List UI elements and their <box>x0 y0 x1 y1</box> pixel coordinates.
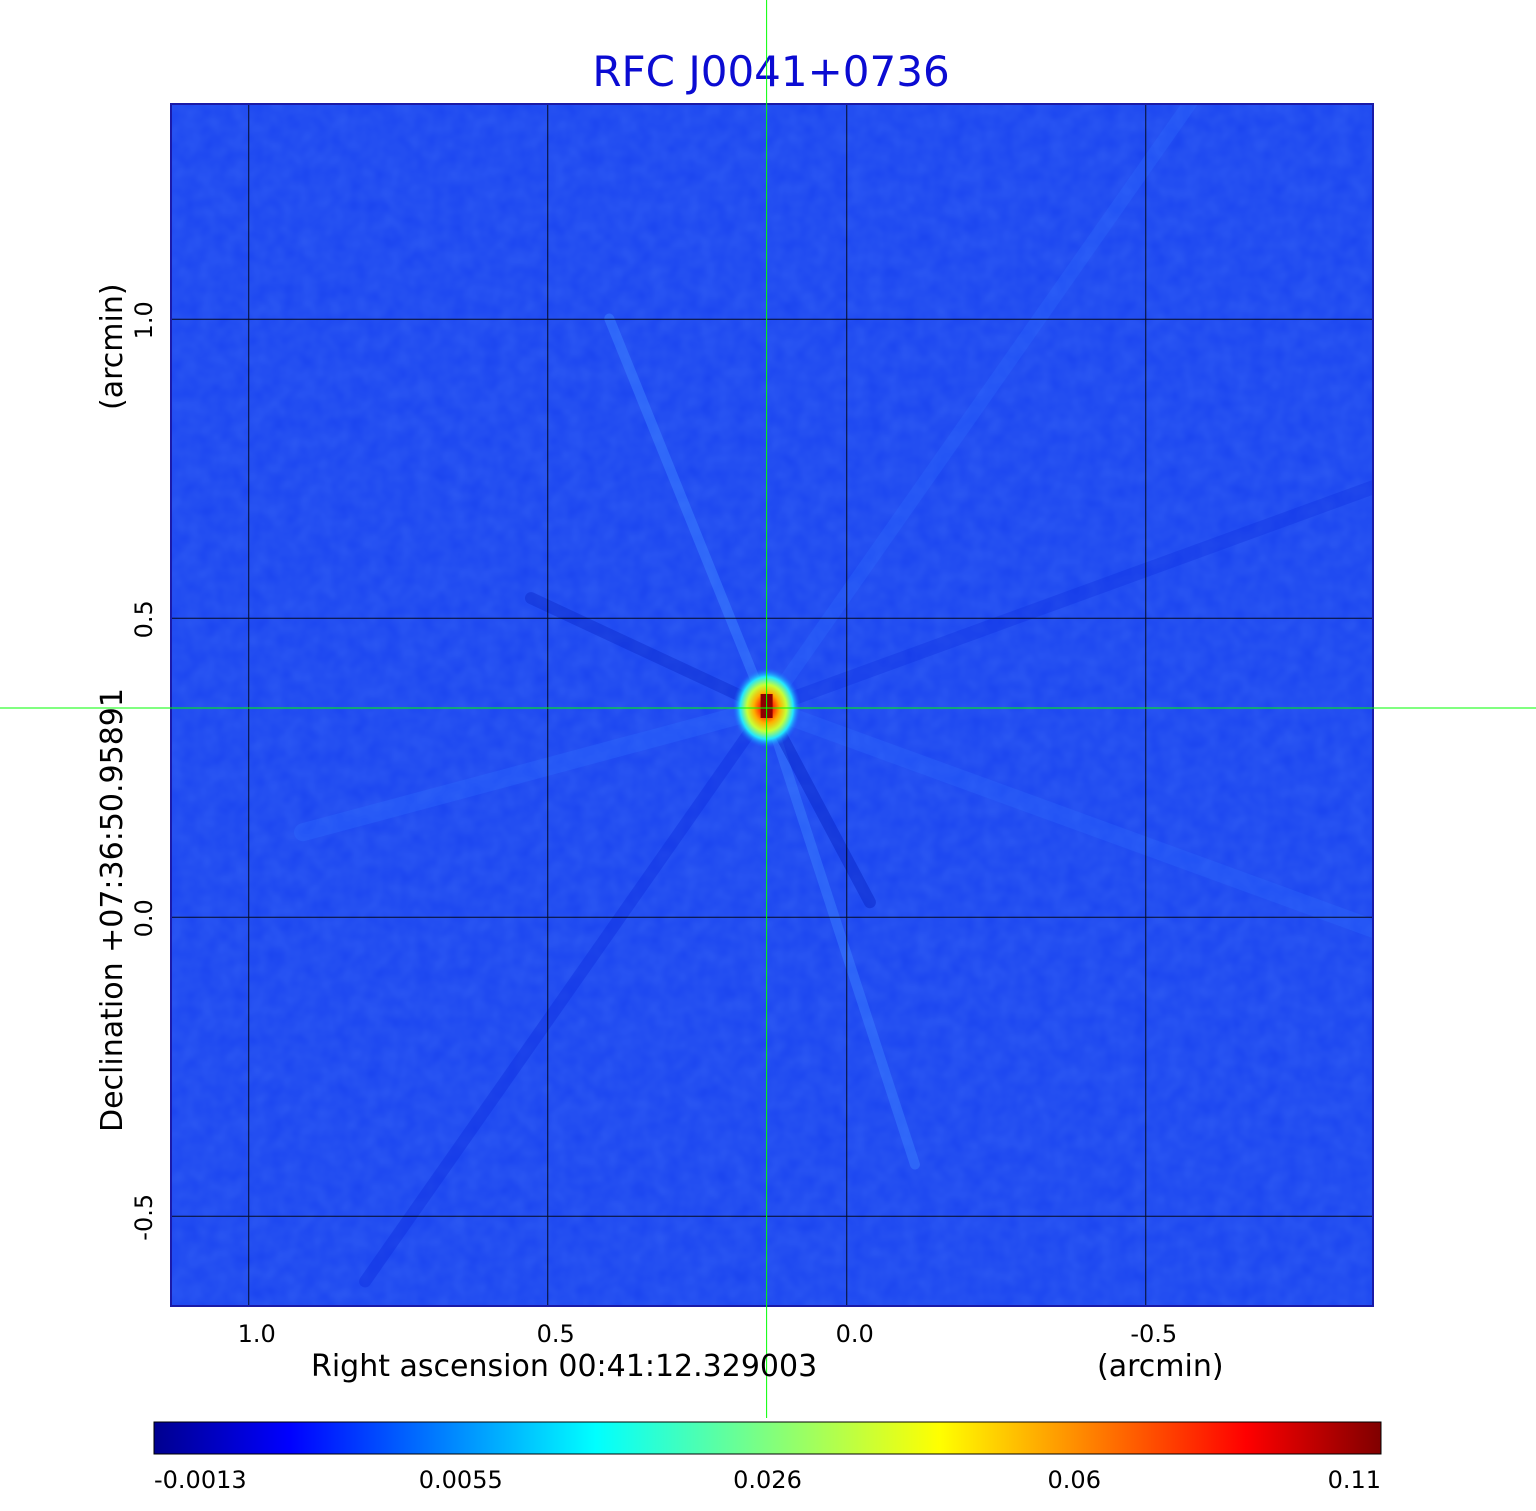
sidelobe-streak <box>759 104 1199 715</box>
y-axis-unit: (arcmin) <box>95 283 130 410</box>
x-tick-label: 0.5 <box>537 1320 575 1348</box>
sidelobe-streak <box>359 701 773 1288</box>
sidelobe-streak <box>293 698 776 842</box>
sidelobe-streaks <box>293 104 1373 1288</box>
sidelobe-streak <box>524 592 773 714</box>
sidelobe-streak <box>761 702 920 1170</box>
colorbar-tick-label: 0.06 <box>1048 1466 1101 1494</box>
colorbar-tick-labels: -0.0013 0.0055 0.026 0.06 0.11 <box>154 1466 1381 1494</box>
image-field <box>171 104 1373 1306</box>
crosshair <box>0 0 1536 1418</box>
y-tick-label: 0.0 <box>130 899 158 937</box>
y-tick-labels: 1.0 0.5 0.0 -0.5 <box>130 301 158 1241</box>
x-tick-label: -0.5 <box>1130 1320 1177 1348</box>
colorbar-tick-label: 0.0055 <box>419 1466 503 1494</box>
colorbar-tick-label: -0.0013 <box>154 1466 247 1494</box>
plot-frame <box>170 103 1374 1307</box>
sidelobe-streak <box>604 313 772 713</box>
sidelobe-streak <box>757 698 1373 939</box>
chart-title: RFC J0041+0736 <box>592 47 949 96</box>
colorbar-tick-label: 0.026 <box>733 1466 802 1494</box>
y-tick-label: 1.0 <box>130 301 158 339</box>
x-axis-unit: (arcmin) <box>1097 1349 1224 1384</box>
x-tick-label: 1.0 <box>238 1320 276 1348</box>
y-tick-label: 0.5 <box>130 600 158 638</box>
colorbar <box>153 1421 1382 1455</box>
x-tick-label: 0.0 <box>836 1320 874 1348</box>
x-tick-labels: 1.0 0.5 0.0 -0.5 <box>238 1320 1178 1348</box>
y-tick-label: -0.5 <box>130 1194 158 1241</box>
colorbar-tick-label: 0.11 <box>1328 1466 1381 1494</box>
x-axis-label: Right ascension 00:41:12.329003 <box>311 1349 817 1384</box>
y-axis-label: Declination +07:36:50.95891 <box>95 688 130 1132</box>
coordinate-grid <box>171 104 1373 1306</box>
sidelobe-streak <box>759 479 1373 715</box>
